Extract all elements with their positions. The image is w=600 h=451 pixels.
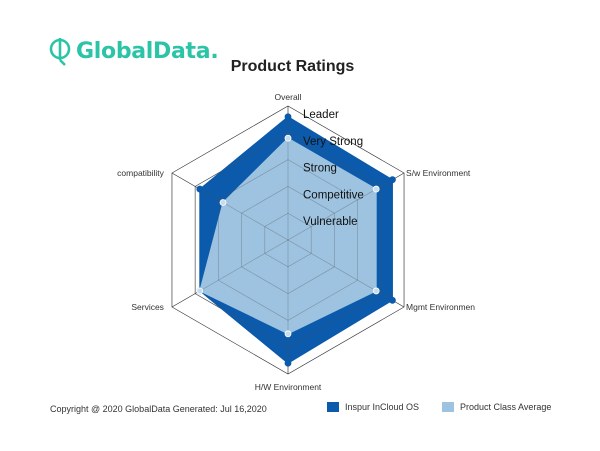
radar-series	[171, 105, 405, 375]
series-point-1-5	[219, 199, 227, 206]
radar-chart: Vulnerable Competitive Strong Very Strong Le…	[117, 92, 475, 392]
grid-ring-overlay-5	[171, 105, 405, 375]
axis-label-3: H/W Environment	[255, 382, 322, 392]
series-point-1-2	[372, 287, 380, 295]
grid-spoke-overlay	[287, 239, 405, 308]
axis-label-0: Overall	[275, 92, 302, 102]
axis-label-1: S/w Environment	[406, 168, 471, 178]
level-label-1: Vulnerable	[303, 216, 358, 228]
legend-item-average: Product Class Average	[442, 402, 551, 412]
legend-swatch-average	[442, 402, 454, 412]
axis-label-4: Services	[131, 302, 164, 312]
axis-label-5: compatibility	[117, 168, 165, 178]
level-label-2: Competitive	[303, 189, 364, 201]
series-point-0-3	[284, 359, 292, 367]
grid-ring-overlay-2	[241, 186, 335, 294]
series-point-1-3	[284, 330, 292, 338]
grid-ring-overlay-3	[218, 159, 358, 321]
grid-spoke-overlay	[287, 172, 405, 241]
legend-swatch-primary	[327, 402, 339, 412]
series-point-0-2	[389, 296, 396, 304]
series-point-0-0	[284, 113, 292, 121]
grid-ring-overlay-4	[194, 132, 382, 348]
series-point-1-4	[196, 287, 204, 295]
grid-spoke-overlay	[171, 239, 289, 308]
grid-ring-overlay-1	[264, 212, 312, 268]
legend-item-inspur: Inspur InCloud OS	[327, 402, 419, 412]
level-label-3: Strong	[303, 163, 337, 175]
level-labels: Vulnerable Competitive Strong Very Strong Le…	[303, 109, 364, 228]
series-point-1-0	[284, 134, 292, 142]
level-label-5: Leader	[303, 109, 339, 121]
series-point-1-1	[372, 185, 380, 193]
series-point-0-5	[196, 185, 204, 193]
level-label-4: Very Strong	[303, 136, 363, 148]
chart-title: Product Ratings	[230, 58, 355, 75]
copyright-text: Copyright @ 2020 GlobalData Generated: J…	[50, 404, 267, 414]
legend-label-average: Product Class Average	[460, 402, 552, 412]
axis-labels: Overall S/w Environment Mgmt Environmen H/W…	[117, 92, 475, 392]
legend-label-inspur: Inspur InCloud OS	[345, 402, 420, 412]
grid-spoke-overlay	[171, 172, 289, 241]
brand-logo: GlobalData.	[48, 36, 219, 66]
brand-name: GlobalData.	[76, 38, 219, 64]
globaldata-logo-icon	[49, 38, 71, 66]
axis-label-2: Mgmt Environmen	[406, 302, 475, 312]
series-point-0-1	[389, 176, 396, 184]
